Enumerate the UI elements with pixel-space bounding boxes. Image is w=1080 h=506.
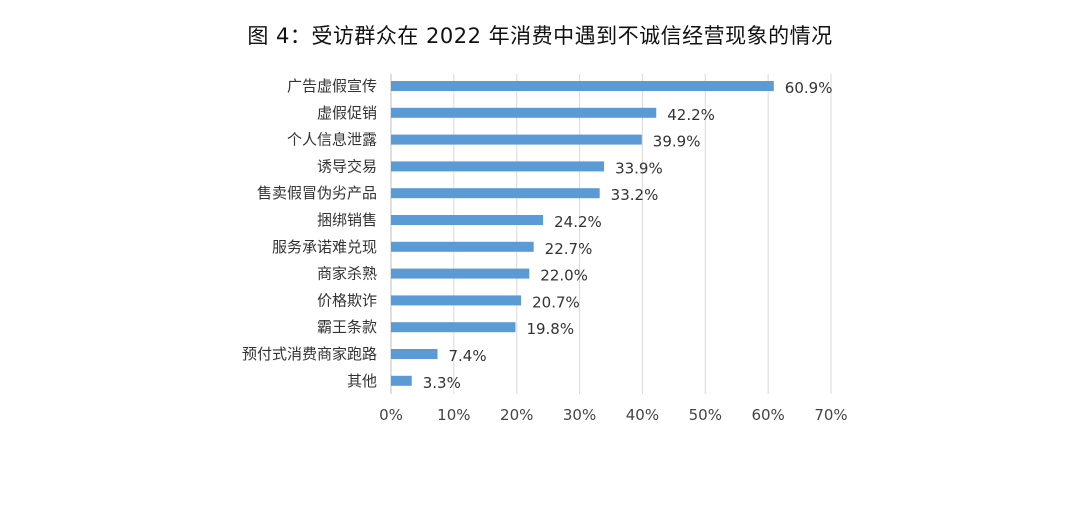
bar (391, 375, 412, 386)
category-label: 预付式消费商家跑路 (242, 345, 377, 363)
bar (391, 215, 544, 225)
bar (391, 241, 534, 252)
chart-title: 图 4：受访群众在 2022 年消费中遇到不诚信经营现象的情况 (247, 24, 833, 48)
bar (391, 268, 530, 279)
data-label: 22.0% (540, 267, 588, 285)
data-label: 7.4% (449, 347, 487, 365)
category-label: 霸王条款 (317, 318, 377, 336)
x-tick-label: 30% (563, 406, 596, 424)
x-tick-label: 70% (814, 406, 847, 424)
category-label: 商家杀熟 (317, 265, 377, 283)
category-label: 捆绑销售 (317, 211, 377, 229)
x-tick-label: 0% (379, 406, 403, 424)
data-label: 60.9% (785, 79, 833, 97)
bar (391, 349, 438, 359)
category-label: 虚假促销 (317, 104, 377, 122)
category-label: 广告虚假宣传 (287, 77, 377, 95)
category-label: 诱导交易 (317, 157, 377, 175)
category-label: 价格欺诈 (317, 291, 377, 309)
data-label: 3.3% (423, 374, 461, 392)
data-label: 42.2% (667, 106, 715, 124)
data-label: 19.8% (526, 320, 574, 338)
x-tick-label: 20% (500, 406, 533, 424)
x-tick-label: 60% (751, 406, 784, 424)
category-label: 个人信息泄露 (287, 131, 377, 149)
bar (391, 188, 600, 199)
x-tick-label: 50% (689, 406, 722, 424)
data-label: 24.2% (554, 213, 602, 231)
data-label: 20.7% (532, 293, 580, 311)
data-label: 33.2% (611, 186, 659, 204)
bar (391, 107, 657, 118)
bar (391, 322, 516, 333)
x-tick-label: 40% (626, 406, 659, 424)
bar (391, 81, 774, 91)
category-label: 服务承诺难兑现 (272, 238, 377, 256)
x-tick-label: 10% (437, 406, 470, 424)
bar (391, 295, 522, 306)
bar (391, 161, 605, 172)
data-label: 22.7% (545, 240, 593, 258)
data-label: 33.9% (615, 159, 663, 177)
category-label: 其他 (347, 372, 377, 390)
data-label: 39.9% (653, 133, 701, 151)
category-label: 售卖假冒伪劣产品 (257, 184, 377, 202)
bar (391, 134, 642, 145)
